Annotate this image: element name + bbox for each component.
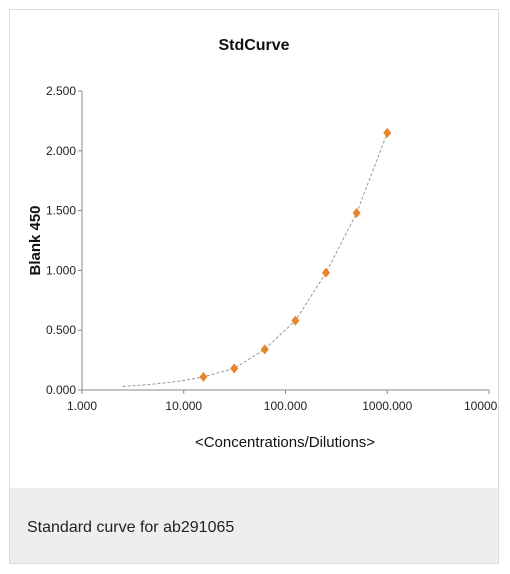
y-tick-label: 1.500 [46,204,76,218]
std-curve-chart: StdCurve 0.000 0.500 1.000 1.500 2.000 2.500 1.… [27,37,510,451]
data-point [383,127,392,138]
x-tick-label: 1.000 [67,399,97,413]
y-tick-label: 1.000 [46,263,76,277]
data-point [260,344,269,355]
chart-area: StdCurve 0.000 0.500 1.000 1.500 2.000 2.500 1.… [10,10,510,488]
data-point [321,267,330,278]
y-tick-label: 0.000 [46,383,76,397]
y-tick-label: 2.500 [46,84,76,98]
data-point [352,207,361,218]
x-tick-label: 10.000 [165,399,202,413]
data-point [291,315,300,326]
x-tick-label: 1000.000 [362,399,412,413]
y-tick-label: 0.500 [46,323,76,337]
chart-title: StdCurve [218,37,289,54]
x-tick-label: 100.000 [264,399,308,413]
data-point [230,363,239,374]
x-tick-label: 10000.00 [464,399,498,413]
fit-curve-line [122,132,388,387]
figure-card: StdCurve 0.000 0.500 1.000 1.500 2.000 2.500 1.… [9,9,510,564]
y-tick-label: 2.000 [46,144,76,158]
x-axis-label: <Concentrations/Dilutions> [195,434,375,451]
y-axis-label: Blank 450 [27,205,44,275]
caption-bar: Standard curve for ab291065 [10,488,498,563]
data-point [199,371,208,382]
figure-caption: Standard curve for ab291065 [27,519,235,536]
